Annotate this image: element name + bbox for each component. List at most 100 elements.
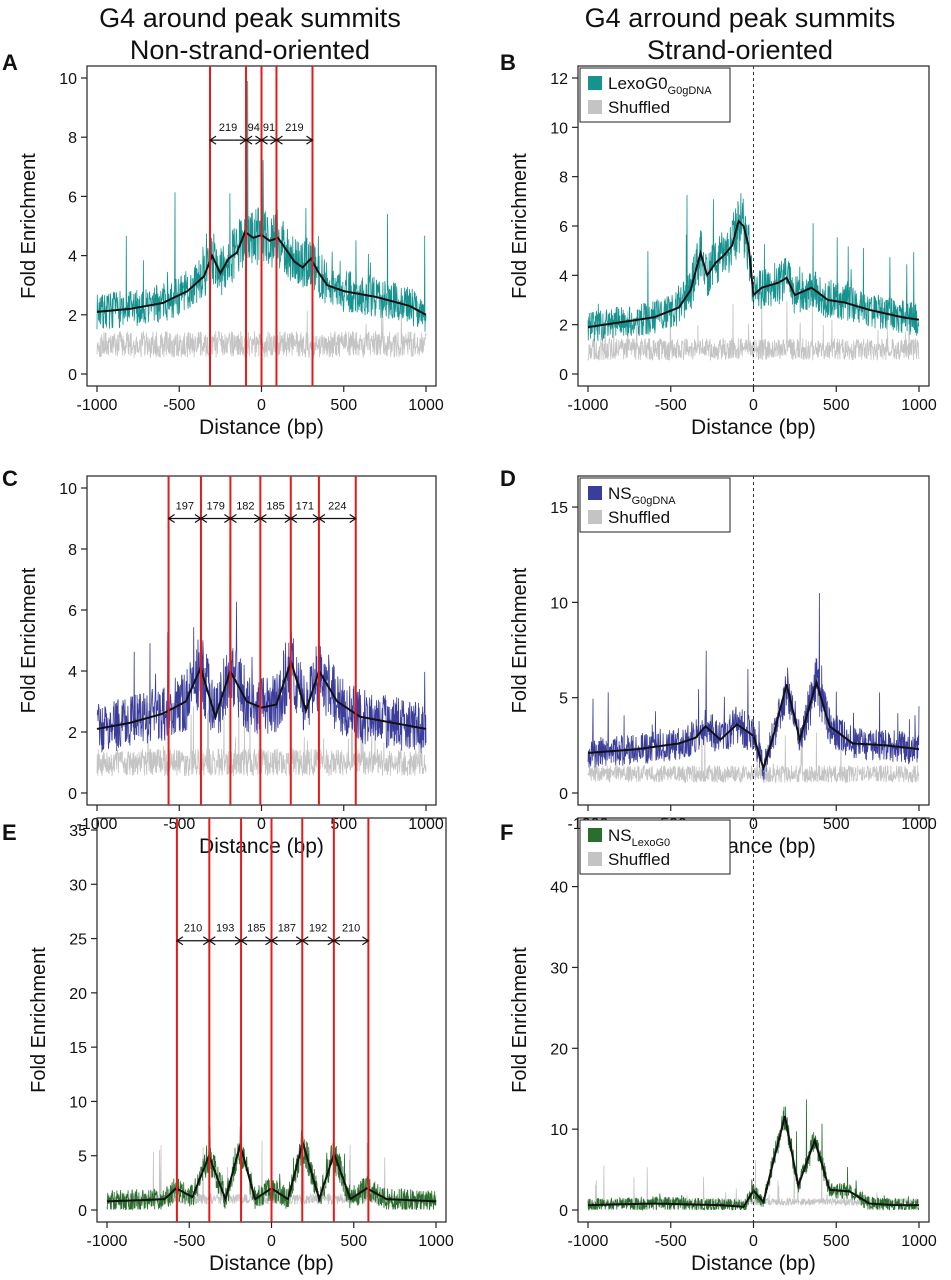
y-tick-label: 30 bbox=[69, 877, 87, 894]
x-tick-label: 1000 bbox=[418, 1233, 454, 1250]
left-column-title: G4 around peak summits Non-strand-orient… bbox=[30, 2, 470, 66]
x-tick-label: 0 bbox=[257, 816, 266, 833]
y-tick-label: 5 bbox=[559, 691, 568, 708]
y-tick-label: 10 bbox=[550, 595, 568, 612]
panel-letter: A bbox=[2, 50, 18, 75]
x-tick-label: -500 bbox=[655, 1233, 687, 1250]
right-title-line1: G4 arround peak summits bbox=[584, 3, 896, 33]
distance-label: 210 bbox=[184, 923, 202, 935]
arrowhead-left bbox=[244, 135, 253, 145]
arrowhead-right bbox=[362, 936, 370, 946]
panel-F: F 0 10 20 30 40 -1000 -500 0 500 1000 Distance (bp)… bbox=[500, 817, 937, 1275]
y-axis-label: Fold Enrichment bbox=[509, 947, 531, 1093]
x-axis-label: Distance (bp) bbox=[691, 416, 816, 439]
x-tick-label: -500 bbox=[655, 397, 687, 414]
y-tick-label: 6 bbox=[68, 189, 77, 206]
x-tick-label: 500 bbox=[340, 1233, 367, 1250]
smoothed-curve bbox=[96, 658, 427, 730]
y-tick-label: 15 bbox=[69, 1040, 87, 1057]
signal-series bbox=[96, 517, 427, 753]
y-tick-label: 0 bbox=[559, 367, 568, 384]
legend-swatch bbox=[588, 486, 602, 500]
y-tick-label: 4 bbox=[68, 249, 77, 266]
y-tick-label: 0 bbox=[559, 1203, 568, 1220]
y-tick-label: 5 bbox=[78, 1149, 87, 1166]
y-tick-label: 4 bbox=[68, 664, 77, 681]
legend-swatch bbox=[588, 828, 602, 842]
legend-box bbox=[579, 819, 731, 875]
y-tick-label: 12 bbox=[550, 71, 568, 88]
legend-swatch bbox=[588, 852, 602, 866]
x-tick-label: 500 bbox=[330, 397, 357, 414]
y-axis-label: Fold Enrichment bbox=[28, 947, 50, 1093]
y-tick-label: 0 bbox=[559, 786, 568, 803]
x-tick-label: 1000 bbox=[408, 816, 444, 833]
left-title-line2: Non-strand-oriented bbox=[129, 35, 371, 65]
x-tick-label: -1000 bbox=[568, 397, 609, 414]
y-tick-label: 6 bbox=[68, 603, 77, 620]
arrowhead-left bbox=[208, 135, 217, 145]
y-tick-label: 30 bbox=[550, 960, 568, 977]
y-tick-label: 10 bbox=[550, 1122, 568, 1139]
legend-box bbox=[579, 477, 731, 533]
legend-swatch bbox=[588, 100, 602, 114]
x-tick-label: 0 bbox=[257, 397, 266, 414]
y-axis-label: Fold Enrichment bbox=[509, 153, 531, 299]
x-tick-label: 1000 bbox=[408, 397, 444, 414]
y-tick-label: 2 bbox=[68, 725, 77, 742]
x-tick-label: 0 bbox=[749, 1233, 758, 1250]
arrowhead-right bbox=[349, 514, 357, 523]
distance-label: 219 bbox=[285, 122, 303, 134]
arrowhead-left bbox=[260, 135, 268, 145]
x-tick-label: 0 bbox=[267, 1233, 276, 1250]
arrowhead-left bbox=[289, 514, 298, 523]
y-tick-label: 10 bbox=[550, 120, 568, 137]
x-tick-label: 500 bbox=[823, 397, 850, 414]
panel-letter: C bbox=[2, 466, 18, 491]
distance-label: 171 bbox=[296, 501, 314, 513]
y-tick-label: 2 bbox=[68, 308, 77, 325]
signal-series bbox=[587, 193, 920, 342]
x-tick-label: -1000 bbox=[77, 397, 118, 414]
panel-E: E 210 193 185 187 192 210 0 5 10 15 20 25 30 35 -1000 -5… bbox=[2, 817, 454, 1275]
distance-label: 179 bbox=[207, 501, 225, 513]
x-axis-label: Distance (bp) bbox=[199, 835, 324, 858]
arrowhead-left bbox=[270, 936, 278, 946]
x-tick-label: 500 bbox=[823, 816, 850, 833]
y-axis-label: Fold Enrichment bbox=[18, 567, 40, 713]
legend-subscript: G0gDNA bbox=[668, 85, 713, 97]
arrowhead-left bbox=[175, 936, 184, 946]
x-tick-label: 1000 bbox=[901, 816, 937, 833]
y-tick-label: 20 bbox=[69, 986, 87, 1003]
arrowhead-left bbox=[317, 514, 326, 523]
arrowhead-left bbox=[167, 514, 175, 523]
y-tick-label: 35 bbox=[69, 823, 87, 840]
shuffled-series bbox=[96, 702, 427, 777]
arrowhead-left bbox=[259, 514, 267, 523]
distance-label: 193 bbox=[216, 923, 234, 935]
distance-label: 219 bbox=[219, 122, 237, 134]
y-tick-label: 20 bbox=[550, 1041, 568, 1058]
legend-label: Shuffled bbox=[608, 850, 670, 869]
panel-letter: E bbox=[2, 820, 17, 845]
x-axis-label: Distance (bp) bbox=[199, 416, 324, 439]
distance-label: 187 bbox=[278, 923, 296, 935]
panel-A: A 219 94 91 219 0 2 4 6 8 10 -1000 -500 0 500 1000 Dista… bbox=[2, 50, 444, 439]
x-tick-label: -500 bbox=[163, 816, 195, 833]
arrowhead-left bbox=[301, 936, 309, 946]
left-title-line1: G4 around peak summits bbox=[99, 3, 401, 33]
legend-box bbox=[579, 67, 731, 123]
x-tick-label: 500 bbox=[823, 1233, 850, 1250]
y-tick-label: 0 bbox=[78, 1203, 87, 1220]
x-tick-label: 1000 bbox=[901, 397, 937, 414]
x-tick-label: 0 bbox=[749, 397, 758, 414]
y-tick-label: 40 bbox=[550, 880, 568, 897]
y-tick-label: 0 bbox=[68, 367, 77, 384]
panel-letter: D bbox=[500, 466, 516, 491]
x-axis-label: Distance (bp) bbox=[691, 1252, 816, 1275]
arrowhead-right bbox=[306, 135, 314, 145]
distance-label: 185 bbox=[266, 501, 284, 513]
